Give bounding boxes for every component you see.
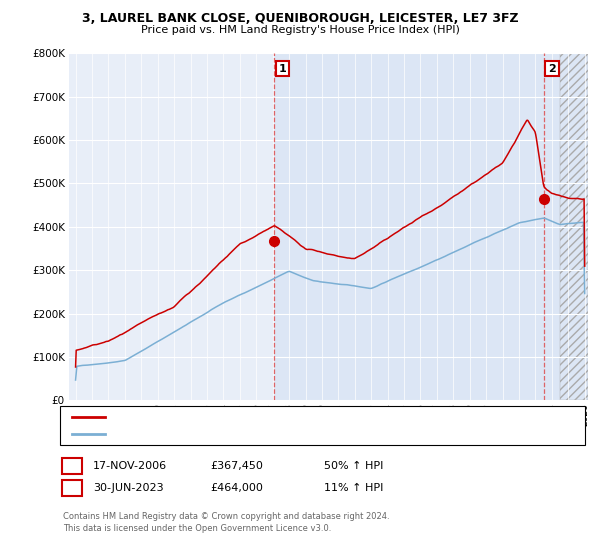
Text: 3, LAUREL BANK CLOSE, QUENIBOROUGH, LEICESTER, LE7 3FZ: 3, LAUREL BANK CLOSE, QUENIBOROUGH, LEIC… bbox=[82, 12, 518, 25]
Text: 2: 2 bbox=[68, 483, 76, 493]
Bar bbox=[274, 53, 588, 400]
Text: 1: 1 bbox=[278, 64, 286, 73]
Text: 3, LAUREL BANK CLOSE, QUENIBOROUGH, LEICESTER, LE7 3FZ (detached house): 3, LAUREL BANK CLOSE, QUENIBOROUGH, LEIC… bbox=[111, 412, 508, 422]
Text: 2: 2 bbox=[548, 64, 556, 73]
Text: 11% ↑ HPI: 11% ↑ HPI bbox=[324, 483, 383, 493]
Text: 50% ↑ HPI: 50% ↑ HPI bbox=[324, 461, 383, 471]
Text: 1: 1 bbox=[68, 461, 76, 471]
Text: £367,450: £367,450 bbox=[210, 461, 263, 471]
Text: £464,000: £464,000 bbox=[210, 483, 263, 493]
Text: 30-JUN-2023: 30-JUN-2023 bbox=[93, 483, 164, 493]
Text: HPI: Average price, detached house, Charnwood: HPI: Average price, detached house, Char… bbox=[111, 429, 347, 439]
Text: Price paid vs. HM Land Registry's House Price Index (HPI): Price paid vs. HM Land Registry's House … bbox=[140, 25, 460, 35]
Text: 17-NOV-2006: 17-NOV-2006 bbox=[93, 461, 167, 471]
Text: Contains HM Land Registry data © Crown copyright and database right 2024.
This d: Contains HM Land Registry data © Crown c… bbox=[63, 512, 389, 533]
